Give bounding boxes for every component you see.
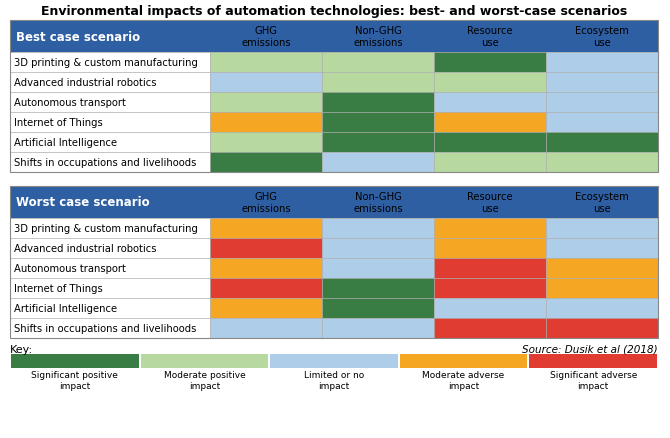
Bar — [141, 354, 268, 368]
Bar — [546, 93, 658, 113]
Bar — [10, 21, 658, 53]
Bar — [10, 93, 210, 113]
Bar — [210, 73, 322, 93]
Bar — [546, 113, 658, 133]
Text: Source: Dusik et al (2018): Source: Dusik et al (2018) — [523, 344, 658, 354]
Text: Resource
use: Resource use — [467, 26, 513, 48]
Bar — [546, 298, 658, 318]
Bar — [10, 258, 210, 279]
Bar — [210, 93, 322, 113]
Bar — [434, 53, 546, 73]
Text: Internet of Things: Internet of Things — [14, 283, 103, 293]
Bar — [210, 298, 322, 318]
Bar — [322, 93, 434, 113]
Text: Artificial Intelligence: Artificial Intelligence — [14, 303, 117, 313]
Bar — [10, 113, 210, 133]
Bar — [546, 53, 658, 73]
Bar — [546, 318, 658, 338]
Text: Worst case scenario: Worst case scenario — [16, 196, 149, 209]
Bar — [10, 133, 210, 153]
Bar — [10, 53, 210, 73]
Bar — [546, 238, 658, 258]
Bar — [10, 153, 210, 173]
Text: Limited or no
impact: Limited or no impact — [304, 370, 364, 390]
Bar — [210, 219, 322, 238]
Bar — [546, 279, 658, 298]
Bar — [434, 133, 546, 153]
Bar — [546, 133, 658, 153]
Text: GHG
emissions: GHG emissions — [241, 191, 291, 214]
Text: Environmental impacts of automation technologies: best- and worst-case scenarios: Environmental impacts of automation tech… — [41, 5, 627, 18]
Text: Shifts in occupations and livelihoods: Shifts in occupations and livelihoods — [14, 323, 196, 333]
Text: Resource
use: Resource use — [467, 191, 513, 214]
Bar — [434, 238, 546, 258]
Bar — [210, 153, 322, 173]
Bar — [434, 153, 546, 173]
Bar — [322, 279, 434, 298]
Text: 3D printing & custom manufacturing: 3D printing & custom manufacturing — [14, 223, 198, 233]
Text: Significant positive
impact: Significant positive impact — [31, 370, 118, 390]
Bar — [210, 258, 322, 279]
Bar — [546, 73, 658, 93]
Bar — [434, 298, 546, 318]
Bar — [210, 279, 322, 298]
Bar — [434, 279, 546, 298]
Bar — [546, 153, 658, 173]
Bar — [322, 73, 434, 93]
Text: Autonomous transport: Autonomous transport — [14, 263, 126, 273]
Bar — [546, 219, 658, 238]
Text: GHG
emissions: GHG emissions — [241, 26, 291, 48]
Bar — [210, 133, 322, 153]
Bar — [210, 318, 322, 338]
Text: Moderate adverse
impact: Moderate adverse impact — [423, 370, 505, 390]
Text: Artificial Intelligence: Artificial Intelligence — [14, 138, 117, 148]
Bar — [434, 113, 546, 133]
Bar — [434, 93, 546, 113]
Bar — [11, 354, 139, 368]
Text: Ecosystem
use: Ecosystem use — [575, 26, 629, 48]
Bar — [10, 187, 658, 219]
Text: Ecosystem
use: Ecosystem use — [575, 191, 629, 214]
Text: Shifts in occupations and livelihoods: Shifts in occupations and livelihoods — [14, 158, 196, 168]
Bar — [322, 153, 434, 173]
Text: Moderate positive
impact: Moderate positive impact — [163, 370, 245, 390]
Bar — [10, 238, 210, 258]
Text: Autonomous transport: Autonomous transport — [14, 98, 126, 108]
Text: Internet of Things: Internet of Things — [14, 118, 103, 128]
Bar — [10, 298, 210, 318]
Bar — [322, 53, 434, 73]
Bar — [10, 279, 210, 298]
Text: Advanced industrial robotics: Advanced industrial robotics — [14, 244, 157, 254]
Text: Key:: Key: — [10, 344, 33, 354]
Bar — [322, 238, 434, 258]
Bar — [10, 21, 658, 173]
Text: Best case scenario: Best case scenario — [16, 30, 140, 43]
Text: Significant adverse
impact: Significant adverse impact — [549, 370, 637, 390]
Bar — [529, 354, 657, 368]
Bar — [400, 354, 527, 368]
Bar — [322, 133, 434, 153]
Bar — [210, 238, 322, 258]
Bar — [10, 73, 210, 93]
Bar — [10, 219, 210, 238]
Bar — [322, 258, 434, 279]
Bar — [434, 318, 546, 338]
Bar — [270, 354, 398, 368]
Text: Advanced industrial robotics: Advanced industrial robotics — [14, 78, 157, 88]
Text: 3D printing & custom manufacturing: 3D printing & custom manufacturing — [14, 58, 198, 68]
Bar — [546, 258, 658, 279]
Bar — [10, 318, 210, 338]
Bar — [434, 73, 546, 93]
Bar — [322, 298, 434, 318]
Text: Non-GHG
emissions: Non-GHG emissions — [353, 191, 403, 214]
Bar — [322, 219, 434, 238]
Bar — [322, 318, 434, 338]
Bar — [322, 113, 434, 133]
Text: Non-GHG
emissions: Non-GHG emissions — [353, 26, 403, 48]
Bar — [434, 219, 546, 238]
Bar — [210, 53, 322, 73]
Bar — [210, 113, 322, 133]
Bar — [434, 258, 546, 279]
Bar — [10, 187, 658, 338]
